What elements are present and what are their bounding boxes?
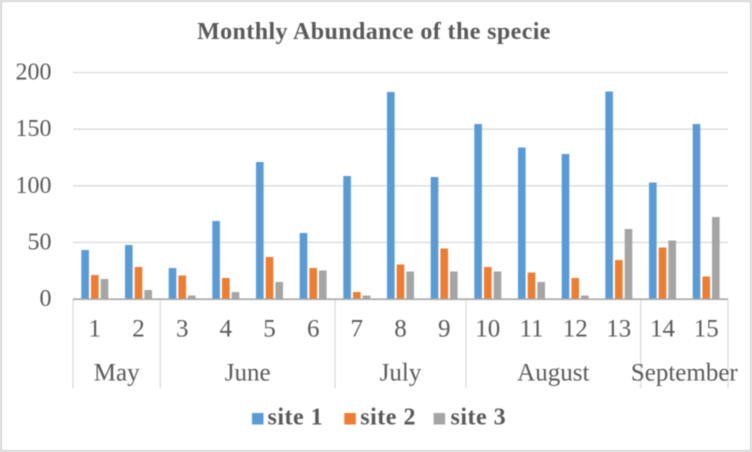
svg-text:3: 3 [176,316,189,343]
svg-text:site 3: site 3 [451,405,507,431]
svg-text:200: 200 [16,60,52,86]
svg-text:150: 150 [16,116,52,142]
svg-text:May: May [94,360,140,387]
svg-text:8: 8 [394,316,407,343]
svg-text:0: 0 [40,286,52,312]
svg-text:4: 4 [220,316,233,343]
svg-text:5: 5 [263,316,276,343]
svg-text:10: 10 [475,316,500,343]
svg-text:11: 11 [519,316,543,343]
svg-text:15: 15 [694,316,719,343]
svg-text:site 1: site 1 [268,405,324,431]
svg-text:August: August [517,360,589,387]
svg-text:site 2: site 2 [360,405,416,431]
svg-text:2: 2 [132,316,145,343]
svg-text:50: 50 [28,229,52,255]
svg-text:September: September [631,360,739,387]
svg-text:14: 14 [650,316,676,343]
svg-text:7: 7 [351,316,364,343]
svg-text:9: 9 [438,316,451,343]
svg-text:100: 100 [16,173,52,199]
svg-text:July: July [380,360,422,387]
svg-text:12: 12 [563,316,588,343]
svg-text:June: June [225,360,271,387]
svg-text:1: 1 [89,316,102,343]
svg-text:6: 6 [307,316,320,343]
svg-text:13: 13 [606,316,631,343]
svg-text:Monthly Abundance of the speci: Monthly Abundance of the specie [197,19,551,45]
